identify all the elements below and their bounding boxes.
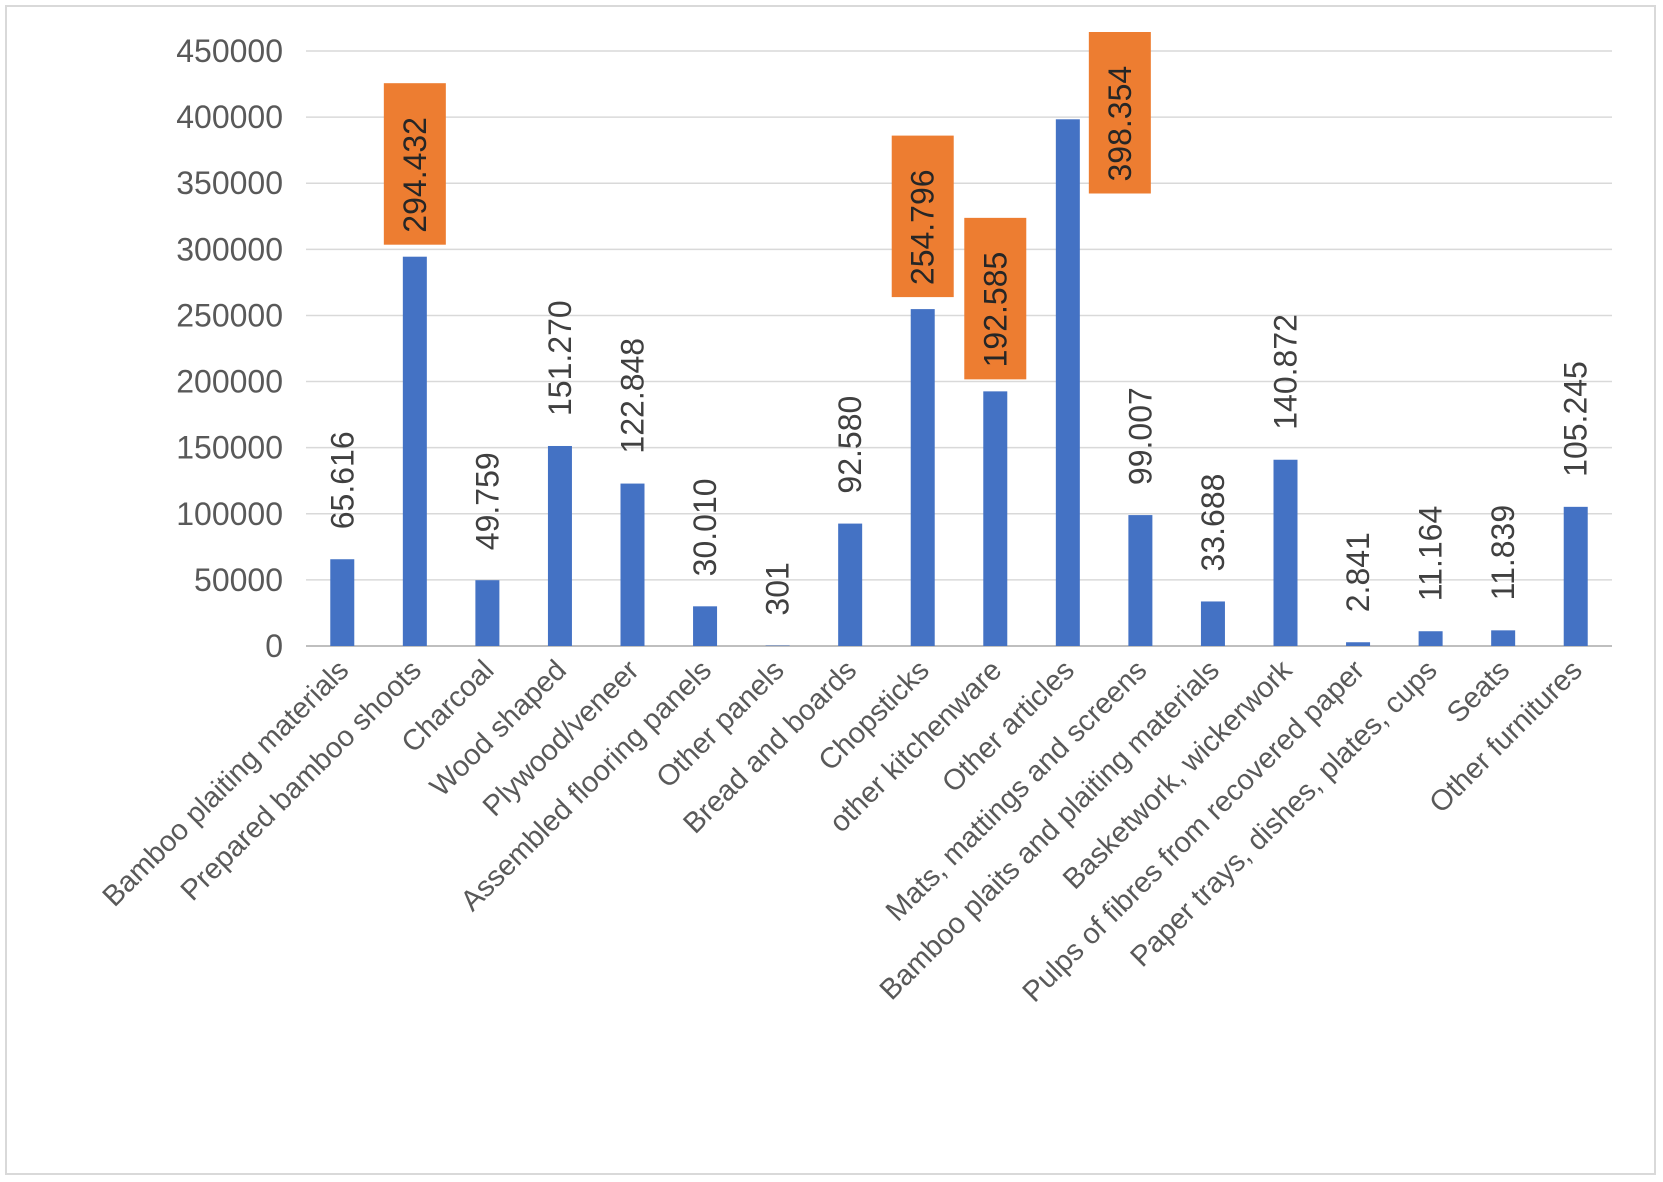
bar	[1491, 630, 1516, 646]
data-label: 11.164	[1413, 506, 1449, 602]
bars	[330, 119, 1588, 647]
y-tick-label: 150000	[176, 430, 283, 466]
bar	[330, 559, 355, 646]
data-label: 65.616	[324, 431, 360, 529]
y-tick-label: 0	[265, 628, 283, 664]
bar	[1418, 631, 1443, 646]
data-label: 301	[760, 562, 796, 615]
data-label: 99.007	[1122, 387, 1158, 485]
chart-frame	[5, 5, 1656, 1175]
y-tick-label: 300000	[176, 231, 283, 267]
bar	[983, 391, 1008, 646]
data-label: 2.841	[1340, 532, 1376, 612]
bar	[1055, 119, 1080, 647]
y-tick-label: 100000	[176, 496, 283, 532]
y-tick-label: 400000	[176, 99, 283, 135]
data-label: 294.432	[397, 117, 433, 233]
data-label-box	[383, 83, 446, 245]
data-label: 192.585	[977, 252, 1013, 368]
data-label: 11.839	[1485, 505, 1521, 601]
bar	[402, 256, 427, 646]
bar	[838, 523, 863, 646]
bar	[475, 580, 500, 646]
bar	[1128, 515, 1153, 646]
bar	[1273, 459, 1298, 646]
data-label-box	[964, 217, 1027, 380]
data-label: 49.759	[469, 452, 505, 550]
bar	[1346, 642, 1371, 646]
data-label: 151.270	[542, 300, 578, 416]
data-label: 30.010	[687, 478, 723, 576]
bar	[1200, 601, 1225, 646]
bar	[620, 483, 645, 646]
data-label: 398.354	[1102, 66, 1138, 182]
gridlines	[306, 50, 1612, 647]
data-label: 254.796	[905, 169, 941, 285]
y-tick-label: 50000	[194, 562, 283, 598]
bar	[910, 309, 935, 646]
data-label: 105.245	[1558, 361, 1594, 477]
bar	[693, 606, 718, 646]
y-tick-label: 200000	[176, 364, 283, 400]
data-label: 122.848	[615, 338, 651, 454]
y-axis-ticks: 0 50000 100000 150000 200000 250000 300000 3500…	[176, 33, 283, 664]
data-label-box	[1088, 32, 1151, 194]
y-tick-label: 250000	[176, 297, 283, 333]
data-label: 140.872	[1268, 314, 1304, 430]
bar	[547, 445, 572, 646]
data-label-box	[891, 135, 954, 298]
data-label: 92.580	[832, 396, 868, 494]
bar	[1563, 506, 1588, 646]
data-label: 33.688	[1195, 474, 1231, 572]
y-tick-label: 450000	[176, 33, 283, 69]
y-tick-label: 350000	[176, 165, 283, 201]
data-labels: 65.616 294.432 49.759 151.270 122.848 30.010 3…	[324, 32, 1594, 616]
